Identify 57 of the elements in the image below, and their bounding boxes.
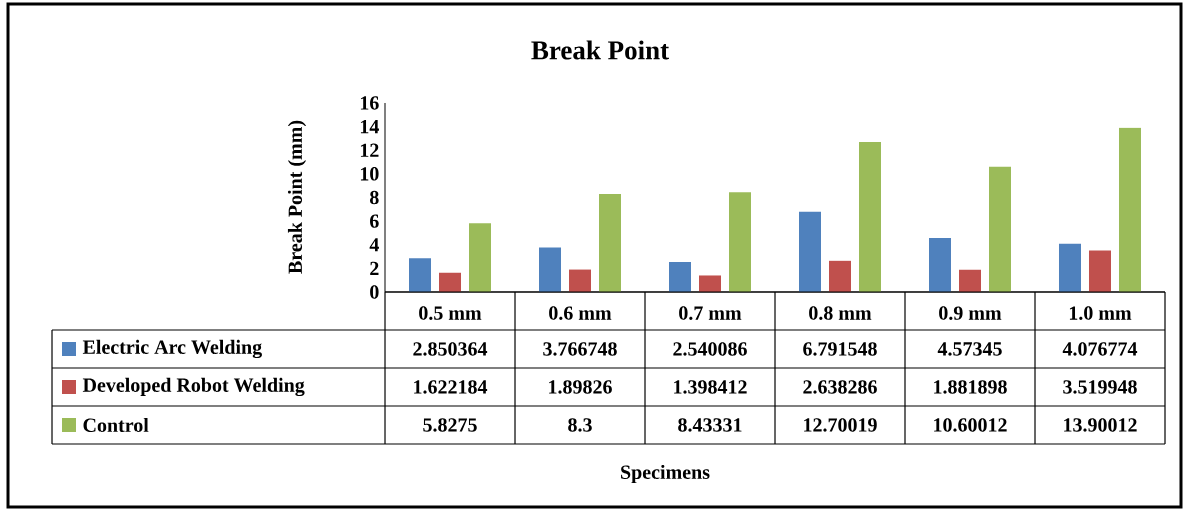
data-label: 2.638286 (803, 380, 877, 394)
data-label: 10.60012 (934, 418, 1007, 432)
y-tick-label: 10 (360, 167, 379, 181)
y-axis-title: Break Point (mm) (287, 120, 307, 274)
data-label: 1.881898 (934, 380, 1007, 394)
data-label: 1.398412 (674, 380, 747, 394)
data-label: 8.3 (568, 418, 592, 432)
x-tick-label: 0.5 mm (419, 306, 482, 320)
y-tick-label: 12 (360, 143, 379, 157)
y-tick-label: 2 (370, 261, 379, 275)
bar (1119, 127, 1141, 292)
bar (409, 258, 432, 292)
legend-label: Electric Arc Welding (82, 339, 262, 359)
bar (799, 211, 821, 292)
legend-label: Developed Robot Welding (82, 377, 305, 397)
data-label: 4.57345 (937, 342, 1002, 356)
bar (958, 269, 981, 292)
bar (669, 261, 691, 292)
x-tick-label: 1.0 mm (1069, 306, 1132, 320)
bar (569, 269, 591, 292)
y-tick-label: 14 (360, 120, 379, 134)
bar (829, 260, 851, 292)
data-label: 1.622184 (414, 380, 488, 394)
y-tick-label: 0 (370, 285, 379, 299)
data-label: 2.850364 (413, 342, 488, 356)
x-tick-label: 0.8 mm (809, 306, 872, 320)
bar (989, 166, 1011, 292)
data-label: 4.076774 (1062, 342, 1138, 356)
y-tick-label: 16 (360, 96, 379, 110)
bar (859, 141, 881, 292)
bar (1088, 250, 1111, 292)
bar (539, 247, 561, 292)
bar (1058, 243, 1081, 292)
data-label: 3.766748 (543, 342, 617, 356)
legend-label: Control (83, 417, 149, 433)
text: Specimens (621, 464, 710, 484)
data-label: 6.791548 (803, 342, 877, 356)
data-label: 12.70019 (804, 418, 877, 432)
bar (729, 192, 751, 292)
bar (699, 275, 721, 292)
data-label: 8.43331 (678, 418, 742, 432)
y-tick-label: 8 (370, 190, 379, 205)
bar (929, 237, 951, 292)
data-label: 1.89826 (549, 380, 612, 394)
data-label: 13.90012 (1064, 418, 1137, 432)
y-tick-label: 6 (370, 214, 379, 228)
chart-title: Break Point (531, 40, 669, 60)
y-tick-label: 4 (369, 238, 379, 252)
x-tick-label: 0.6 mm (549, 306, 612, 320)
data-label: 2.540086 (673, 342, 747, 356)
data-label: 5.8275 (423, 418, 477, 432)
x-tick-label: 0.7 mm (679, 306, 742, 320)
data-label: 3.519948 (1063, 380, 1137, 394)
x-tick-label: 0.9 mm (939, 306, 1002, 320)
bar (599, 193, 621, 292)
bar (469, 223, 492, 292)
bar (439, 272, 461, 292)
